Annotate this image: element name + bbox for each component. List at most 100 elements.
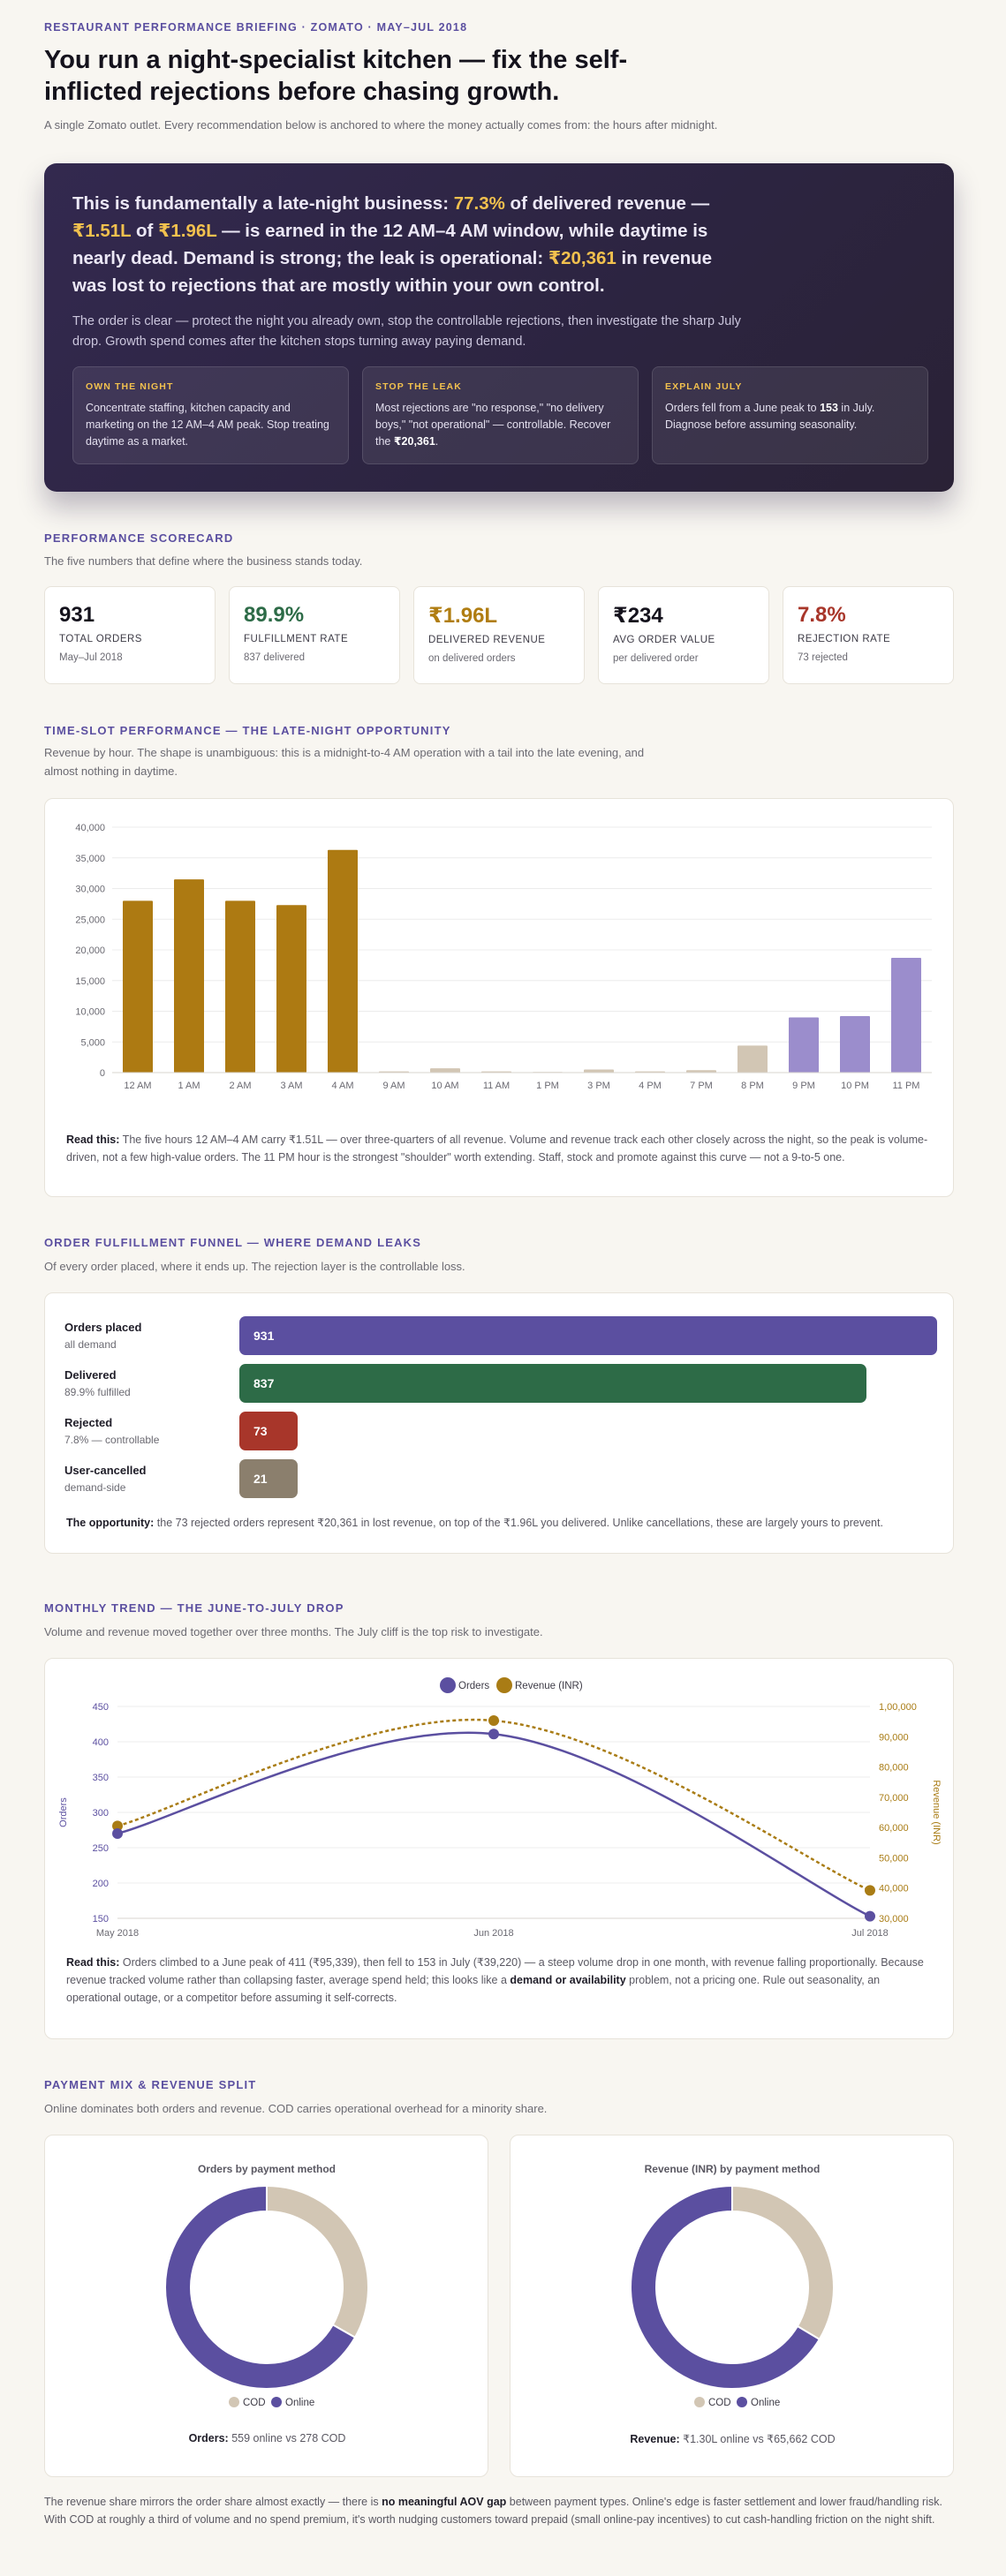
- funnel-label: Rejected: [64, 1416, 113, 1429]
- read-text: problem, not a pricing one. Rule out sea…: [66, 1974, 881, 2004]
- legend-swatch-revenue: [496, 1677, 512, 1693]
- bar-4-am: [328, 849, 358, 1073]
- legend-label-orders: Orders: [458, 1681, 489, 1691]
- x-tick-label: May 2018: [96, 1928, 139, 1939]
- revenue-caption: Revenue: ₹1.30L online vs ₹65,662 COD: [511, 2432, 955, 2445]
- page-lede: A single Zomato outlet. Every recommenda…: [44, 118, 718, 132]
- y-tick-label: 400: [93, 1737, 109, 1748]
- hero-headline: This is fundamentally a late-night busin…: [72, 190, 744, 299]
- y-tick-label: 35,000: [75, 854, 105, 864]
- revenue-point: [865, 1885, 875, 1896]
- kpi-label: TOTAL ORDERS: [59, 634, 142, 644]
- bar-10-am: [430, 1068, 460, 1073]
- funnel-bar: 931: [239, 1316, 937, 1355]
- timeslot-title: TIME-SLOT PERFORMANCE — THE LATE-NIGHT O…: [44, 724, 451, 737]
- revenue-point: [112, 1820, 123, 1832]
- x-tick-label: 8 PM: [741, 1081, 764, 1091]
- monthly-read-note: Read this: Orders climbed to a June peak…: [66, 1954, 932, 2007]
- y-tick-label: 20,000: [75, 945, 105, 956]
- orders-point: [112, 1828, 123, 1839]
- bar-10-pm: [840, 1016, 870, 1073]
- funnel-sub: all demand: [64, 1338, 117, 1351]
- x-tick-label: 4 PM: [639, 1081, 662, 1091]
- x-tick-label: Jul 2018: [851, 1928, 889, 1939]
- orders-donut-chart: Orders by payment method COD Online: [164, 2163, 369, 2408]
- y2-tick-label: 50,000: [879, 1853, 909, 1864]
- opportunity-text: the 73 rejected orders represent ₹20,361…: [154, 1517, 883, 1529]
- bar-2-am: [225, 900, 255, 1073]
- funnel-bar: 21: [239, 1459, 298, 1498]
- y-tick-label: 5,000: [80, 1037, 105, 1048]
- slice-cod: [266, 2184, 369, 2339]
- hero-text: — is earned in the 12 AM–4 AM window, wh…: [72, 221, 708, 268]
- action-card-text-part: in July. Diagnose before assuming season…: [665, 402, 875, 431]
- orders-point: [488, 1729, 499, 1740]
- y2-tick-label: 40,000: [879, 1884, 909, 1894]
- kpi-card-avg-order-value: ₹234 AVG ORDER VALUE per delivered order: [598, 586, 769, 684]
- kpi-value: 89.9%: [244, 603, 305, 627]
- slice-cod: [731, 2184, 835, 2341]
- action-card-title: EXPLAIN JULY: [665, 381, 743, 392]
- bar-8-pm: [737, 1045, 768, 1073]
- legend-label-cod: COD: [243, 2398, 266, 2408]
- monthly-subtitle: Volume and revenue moved together over t…: [44, 1625, 543, 1638]
- timeslot-subtitle: Revenue by hour. The shape is unambiguou…: [44, 746, 645, 778]
- y2-tick-label: 60,000: [879, 1823, 909, 1834]
- legend-swatch-online: [271, 2397, 282, 2407]
- scorecard-subtitle: The five numbers that define where the b…: [44, 554, 363, 568]
- x-tick-label: 9 PM: [792, 1081, 815, 1091]
- action-card-emphasis: 153: [820, 402, 838, 414]
- read-emphasis: demand or availability: [510, 1974, 626, 1986]
- donut-title: Orders by payment method: [198, 2163, 336, 2175]
- funnel-panel: Orders placed all demand 931 Delivered 8…: [44, 1292, 954, 1554]
- kpi-sub: 73 rejected: [798, 652, 848, 663]
- hero-highlight: ₹1.51L: [72, 221, 132, 241]
- y2-tick-label: 90,000: [879, 1732, 909, 1743]
- action-card-own-the-night: OWN THE NIGHT Concentrate staffing, kitc…: [72, 366, 349, 464]
- kpi-cards: 931 TOTAL ORDERS May–Jul 2018 89.9% FULF…: [44, 586, 954, 684]
- action-card-emphasis: ₹20,361: [393, 435, 435, 448]
- series-line-orders: [117, 1731, 871, 1917]
- kpi-sub: per delivered order: [613, 653, 699, 664]
- caption-text: ₹1.30L online vs ₹65,662 COD: [679, 2433, 836, 2445]
- caption-text: 559 online vs 278 COD: [228, 2432, 346, 2444]
- timeslot-read-note: Read this: The five hours 12 AM–4 AM car…: [66, 1131, 932, 1166]
- action-card-text: Most rejections are "no response," "no d…: [375, 400, 625, 450]
- caption-label: Revenue:: [630, 2433, 680, 2445]
- y-tick-label: 250: [93, 1843, 109, 1854]
- action-card-text-part: Most rejections are "no response," "no d…: [375, 402, 611, 448]
- x-tick-label: 3 AM: [280, 1081, 302, 1091]
- funnel-row-rejected: Rejected 7.8% — controllable 73: [64, 1412, 939, 1452]
- x-tick-label: 11 AM: [483, 1081, 510, 1091]
- funnel-title: ORDER FULFILLMENT FUNNEL — WHERE DEMAND …: [44, 1236, 422, 1249]
- monthly-trend-chart: 150 200 250 300 350 400 450 30,000 40,000 50,000 6…: [58, 1677, 942, 1939]
- funnel-label: Delivered: [64, 1368, 117, 1382]
- legend-label-online: Online: [285, 2398, 314, 2408]
- report-eyebrow: RESTAURANT PERFORMANCE BRIEFING · ZOMATO…: [44, 21, 468, 34]
- footer-text: The revenue share mirrors the order shar…: [44, 2496, 382, 2508]
- funnel-row-user-cancelled: User-cancelled demand-side 21: [64, 1459, 939, 1500]
- monthly-title: MONTHLY TREND — THE JUNE-TO-JULY DROP: [44, 1601, 344, 1615]
- footer-emphasis: no meaningful AOV gap: [382, 2496, 507, 2508]
- kpi-value: 931: [59, 603, 95, 627]
- bar-9-pm: [789, 1017, 819, 1073]
- x-tick-label: 10 PM: [841, 1081, 869, 1091]
- y-tick-label: 450: [93, 1702, 109, 1713]
- legend-swatch-cod: [229, 2397, 239, 2407]
- y-tick-label: 15,000: [75, 976, 105, 987]
- x-tick-label: Jun 2018: [473, 1928, 513, 1939]
- read-label: Read this:: [66, 1134, 120, 1146]
- action-card-text-part: .: [435, 435, 439, 448]
- funnel-label: User-cancelled: [64, 1464, 147, 1477]
- hero-text: in revenue was lost to rejections that a…: [72, 248, 713, 296]
- funnel-bar: 73: [239, 1412, 298, 1450]
- x-tick-label: 1 AM: [178, 1081, 200, 1091]
- hero-body: The order is clear — protect the night y…: [72, 314, 741, 349]
- hero-highlight: 77.3%: [453, 193, 505, 214]
- y-tick-label: 150: [93, 1914, 109, 1924]
- slice-online: [630, 2184, 821, 2390]
- kpi-card-rejection-rate: 7.8% REJECTION RATE 73 rejected: [783, 586, 954, 684]
- bar-1-am: [174, 879, 204, 1073]
- kpi-sub: May–Jul 2018: [59, 652, 123, 663]
- y2-tick-label: 30,000: [879, 1914, 909, 1924]
